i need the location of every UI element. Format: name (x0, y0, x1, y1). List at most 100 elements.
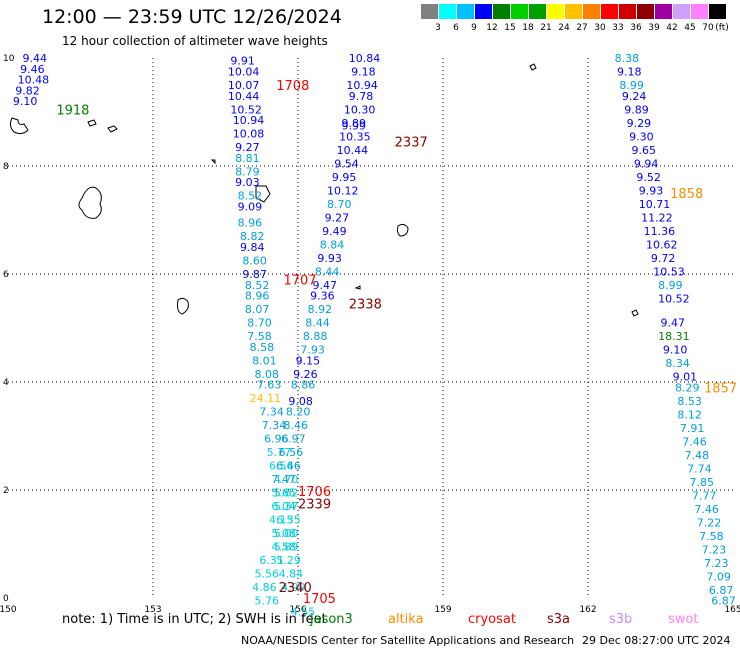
pass-time-label: 1707 (284, 273, 317, 288)
pass-time-label: 1857 (704, 381, 737, 396)
colorbar-swatch (655, 4, 672, 19)
wave-height-reading: 7.34 (262, 419, 287, 432)
wave-height-reading: 11.22 (641, 211, 673, 224)
wave-height-reading: 9.93 (317, 252, 342, 265)
wave-height-reading: 9.27 (325, 211, 350, 224)
colorbar-swatch (421, 4, 438, 19)
wave-height-reading: 6.04 (271, 500, 296, 513)
wave-height-reading: 8.46 (284, 419, 309, 432)
wave-height-reading: 6.87 (709, 584, 734, 597)
wave-height-reading: 6.87 (711, 595, 736, 608)
wave-height-reading: 9.65 (632, 144, 657, 157)
wave-height-reading: 10.52 (230, 103, 261, 116)
wave-height-reading: 6.46 (276, 460, 301, 473)
wave-readings: 9.449.4610.489.829.109.9110.0410.0710.44… (13, 52, 736, 619)
x-tick-label: 159 (434, 605, 451, 615)
wave-height-reading: 9.10 (663, 344, 688, 357)
wave-height-reading: 10.48 (18, 74, 49, 87)
wave-height-reading: 9.89 (342, 117, 367, 130)
pass-time-label: 2339 (298, 498, 331, 513)
wave-height-reading: 9.10 (13, 95, 38, 108)
wave-height-reading: 8.84 (320, 238, 345, 251)
wave-height-reading: 4.55 (291, 606, 316, 619)
wave-height-reading: 5.76 (255, 595, 280, 608)
wave-height-reading: 6.96 (264, 433, 289, 446)
colorbar-label: 6 (453, 23, 459, 33)
wave-height-reading: 7.22 (697, 516, 722, 529)
pass-time-label: 1708 (276, 79, 309, 94)
wave-height-reading: 7.58 (247, 330, 272, 343)
gridlines (8, 58, 733, 598)
islands (9, 63, 639, 317)
wave-height-reading: 9.49 (322, 225, 347, 238)
x-tick-label: 156 (289, 605, 306, 615)
colorbar-label: 21 (540, 23, 552, 33)
wave-height-reading: 8.44 (305, 317, 330, 330)
map-title: 12:00 — 23:59 UTC 12/26/2024 (42, 6, 342, 28)
pass-time-label: 2340 (279, 581, 312, 596)
wave-height-reading: 7.63 (257, 379, 282, 392)
wave-height-reading: 7.09 (706, 570, 731, 583)
wave-height-reading: 7.47 (271, 473, 296, 486)
wave-height-reading: 9.01 (673, 371, 698, 384)
wave-height-reading: 10.44 (228, 90, 260, 103)
x-tick-label: 150 (0, 605, 17, 615)
wave-height-reading: 4.58 (271, 541, 296, 554)
wave-height-reading: 10.44 (337, 144, 369, 157)
wave-height-reading: 10.12 (327, 184, 359, 197)
island-shape (354, 285, 361, 290)
wave-height-reading: 4.84 (279, 568, 304, 581)
colorbar-swatch (511, 4, 528, 19)
pass-time-label: 1918 (56, 103, 89, 118)
wave-height-reading: 7.46 (682, 435, 707, 448)
wave-height-reading: 11.36 (644, 225, 676, 238)
wave-height-reading: 7.58 (699, 530, 724, 543)
wave-height-reading: 9.30 (629, 130, 654, 143)
colorbar-label: 36 (630, 23, 642, 33)
colorbar-swatch (439, 4, 456, 19)
colorbar-swatch (637, 4, 654, 19)
wave-height-reading: 6.35 (276, 514, 301, 527)
wave-height-reading: 9.93 (639, 184, 664, 197)
island-shape (255, 185, 271, 203)
wave-height-reading: 9.18 (351, 66, 376, 79)
wave-height-reading: 9.15 (296, 354, 321, 367)
wave-height-reading: 8.70 (327, 198, 352, 211)
wave-height-reading: 8.20 (286, 406, 311, 419)
wave-height-reading: 9.87 (242, 268, 267, 281)
wave-height-reading: 5.56 (255, 568, 280, 581)
colorbar-swatch (691, 4, 708, 19)
wave-height-reading: 4.15 (269, 514, 294, 527)
axis-ticks: 150 153 156 159 162 165 0 2 4 6 8 10 (0, 54, 740, 615)
y-tick-label: 10 (3, 54, 15, 64)
wave-height-reading: 8.60 (242, 255, 267, 268)
wave-height-reading: 9.47 (313, 279, 338, 292)
colorbar-unit: (ft) (715, 23, 729, 33)
legend-item-s3b: s3b (609, 612, 633, 627)
wave-height-reading: 8.88 (303, 330, 328, 343)
colorbar-swatch (529, 4, 546, 19)
colorbar-label: 33 (612, 23, 624, 33)
wave-height-reading: 10.35 (339, 130, 371, 143)
x-tick-label: 162 (579, 605, 596, 615)
wave-height-reading: 8.01 (252, 354, 276, 367)
colorbar-swatch (547, 4, 564, 19)
wave-height-reading: 8.92 (308, 303, 333, 316)
wave-height-reading: 8.79 (235, 165, 260, 178)
wave-height-reading: 9.44 (23, 52, 48, 65)
wave-height-reading: 9.27 (235, 141, 260, 154)
colorbar-label: 39 (648, 23, 660, 33)
wave-height-reading: 7.74 (687, 462, 712, 475)
credit-text: NOAA/NESDIS Center for Satellite Applica… (241, 634, 575, 647)
wave-height-reading: 9.03 (235, 176, 260, 189)
wave-height-reading: 9.78 (349, 90, 374, 103)
map-subtitle: 12 hour collection of altimeter wave hei… (62, 34, 328, 48)
wave-height-reading: 10.07 (228, 79, 260, 92)
wave-height-reading: 9.18 (617, 66, 642, 79)
pass-time-label: 2338 (349, 298, 382, 313)
colorbar-label: 30 (594, 23, 606, 33)
wave-height-reading: 6.31 (259, 554, 284, 567)
wave-height-reading: 8.96 (245, 290, 269, 303)
colorbar-label: 18 (522, 23, 534, 33)
